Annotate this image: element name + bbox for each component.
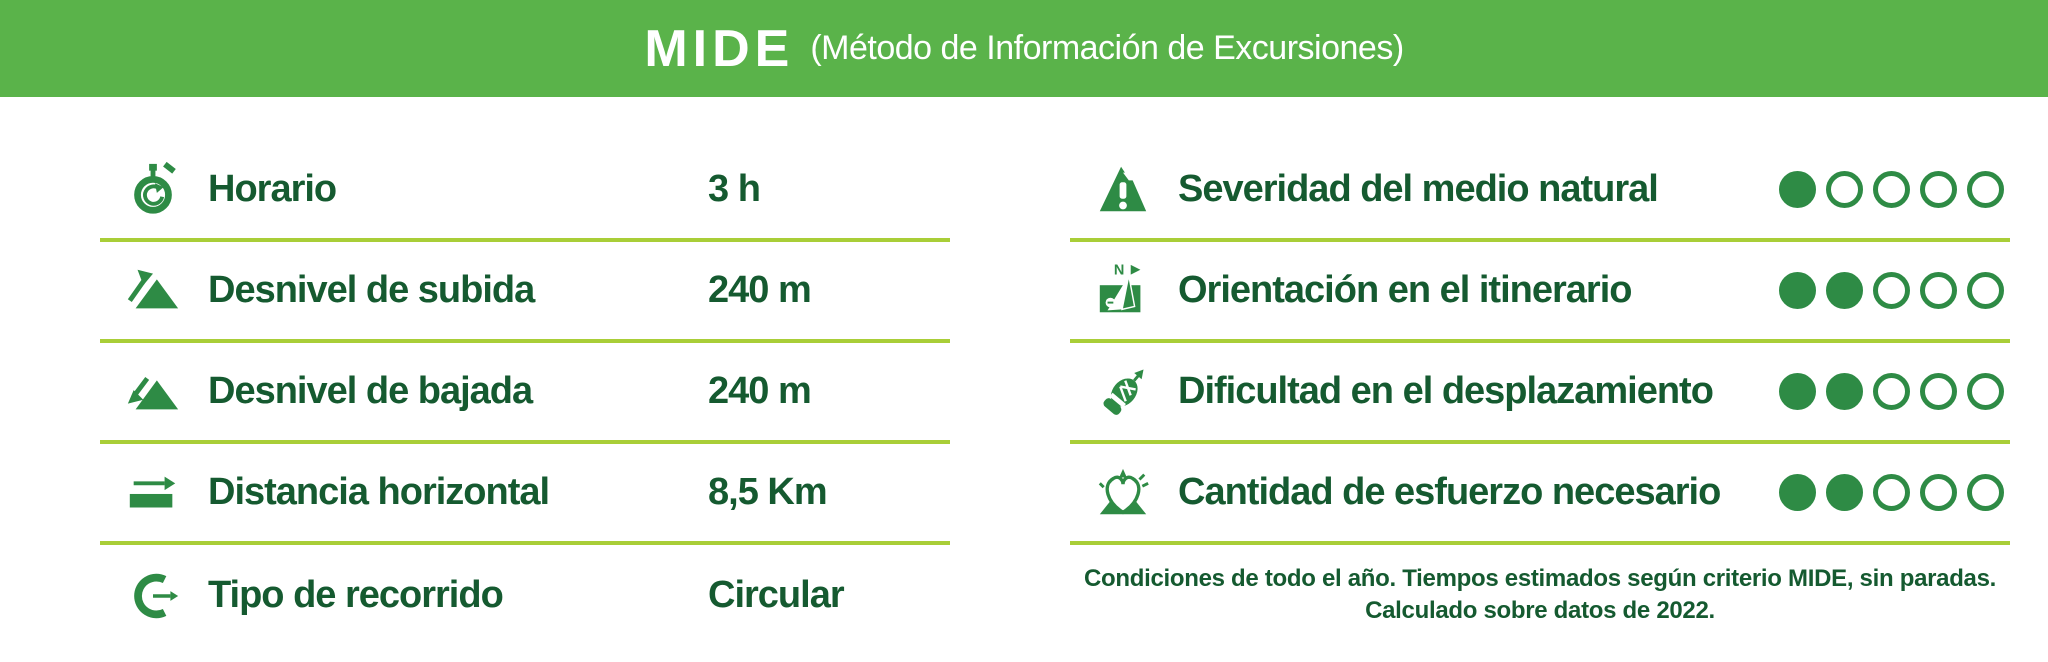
dot-filled <box>1826 373 1863 410</box>
row-value: 3 h <box>708 168 761 210</box>
dot-filled <box>1779 171 1816 208</box>
orientation-icon: N <box>1092 262 1154 320</box>
dot-filled <box>1779 474 1816 511</box>
ascent-icon <box>122 262 184 320</box>
severity-icon <box>1092 161 1154 219</box>
stopwatch-icon <box>122 161 184 219</box>
dot-empty <box>1967 171 2004 208</box>
dot-empty <box>1873 171 1910 208</box>
table-row-desnivel-bajada: Desnivel de bajada 240 m <box>100 343 950 444</box>
dot-empty <box>1967 272 2004 309</box>
row-label: Cantidad de esfuerzo necesario <box>1178 471 1721 513</box>
route-data-panel: Horario 3 h Desnivel de subida 240 m <box>100 97 950 646</box>
mide-header: MIDE (Método de Información de Excursion… <box>0 0 2048 97</box>
rating-dots <box>1779 272 2004 309</box>
table-row-tipo-recorrido: Tipo de recorrido Circular <box>100 545 950 646</box>
dot-filled <box>1779 373 1816 410</box>
dot-empty <box>1920 171 1957 208</box>
row-label: Orientación en el itinerario <box>1178 269 1632 311</box>
row-label: Desnivel de subida <box>208 269 535 311</box>
dot-empty <box>1967 474 2004 511</box>
dot-empty <box>1826 171 1863 208</box>
horizontal-distance-icon <box>122 464 184 522</box>
row-value: 8,5 Km <box>708 471 828 513</box>
effort-icon <box>1092 464 1154 522</box>
dot-empty <box>1873 474 1910 511</box>
row-value: 240 m <box>708 269 812 311</box>
row-label: Horario <box>208 168 337 210</box>
conditions-note-line1: Condiciones de todo el año. Tiempos esti… <box>1083 565 1997 592</box>
dot-empty <box>1920 474 1957 511</box>
dot-filled <box>1779 272 1816 309</box>
table-row-esfuerzo: Cantidad de esfuerzo necesario <box>1070 444 2010 545</box>
row-label: Dificultad en el desplazamiento <box>1178 370 1714 412</box>
row-label: Severidad del medio natural <box>1178 168 1659 210</box>
table-row-distancia: Distancia horizontal 8,5 Km <box>100 444 950 545</box>
route-type-icon <box>122 567 184 625</box>
dot-empty <box>1873 272 1910 309</box>
svg-text:N: N <box>1114 262 1124 278</box>
dot-filled <box>1826 474 1863 511</box>
rating-dots <box>1779 373 2004 410</box>
table-row-desnivel-subida: Desnivel de subida 240 m <box>100 242 950 343</box>
row-label: Desnivel de bajada <box>208 370 533 412</box>
row-value: Circular <box>708 574 845 616</box>
dot-empty <box>1967 373 2004 410</box>
mide-logo: MIDE <box>644 19 795 78</box>
table-row-orientacion: N Orientación en el itinerario <box>1070 242 2010 343</box>
mide-subtitle: (Método de Información de Excursiones) <box>810 29 1404 67</box>
conditions-note-line2: Calculado sobre datos de 2022. <box>1365 597 1715 625</box>
rating-panel: Severidad del medio natural N Orientació… <box>1070 97 2010 646</box>
table-row-dificultad: Dificultad en el desplazamiento <box>1070 343 2010 444</box>
descent-icon <box>122 363 184 421</box>
dot-empty <box>1920 373 1957 410</box>
dot-empty <box>1873 373 1910 410</box>
rating-dots <box>1779 474 2004 511</box>
conditions-note: Condiciones de todo el año. Tiempos esti… <box>1070 563 2010 628</box>
row-label: Tipo de recorrido <box>208 574 504 616</box>
dot-empty <box>1920 272 1957 309</box>
row-value: 240 m <box>708 370 812 412</box>
row-label: Distancia horizontal <box>208 471 550 513</box>
rating-dots <box>1779 171 2004 208</box>
displacement-difficulty-icon <box>1092 363 1154 421</box>
table-row-severidad: Severidad del medio natural <box>1070 141 2010 242</box>
mide-table: Horario 3 h Desnivel de subida 240 m <box>0 97 2048 646</box>
table-row-horario: Horario 3 h <box>100 141 950 242</box>
dot-filled <box>1826 272 1863 309</box>
